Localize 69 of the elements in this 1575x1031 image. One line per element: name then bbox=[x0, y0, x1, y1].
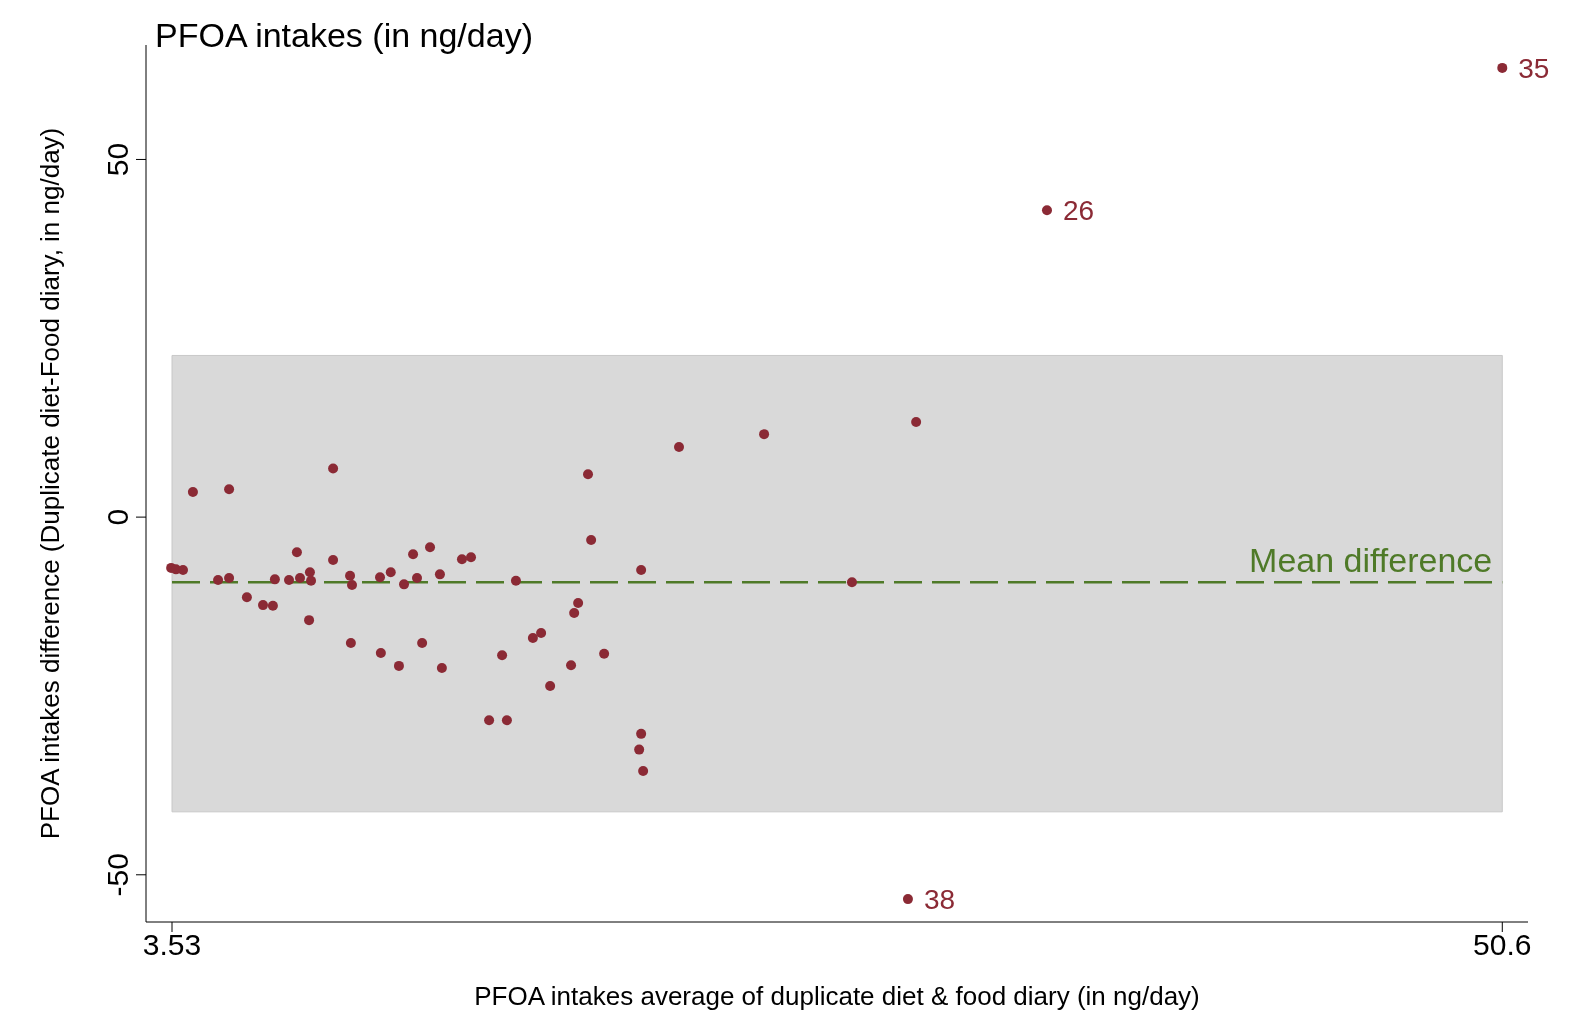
point bbox=[291, 547, 302, 558]
point bbox=[573, 597, 584, 608]
point bbox=[328, 555, 339, 566]
point bbox=[434, 569, 445, 580]
y-tick-label: 0 bbox=[101, 508, 134, 526]
point bbox=[284, 575, 294, 586]
point bbox=[417, 638, 428, 649]
point bbox=[545, 680, 556, 691]
point bbox=[436, 663, 447, 674]
point bbox=[634, 744, 645, 755]
y-tick-label: 50 bbox=[101, 142, 134, 177]
point bbox=[636, 728, 647, 739]
point bbox=[425, 542, 436, 553]
point bbox=[345, 638, 356, 649]
x-tick-label: 3.53 bbox=[142, 928, 202, 962]
point bbox=[267, 600, 278, 611]
point bbox=[258, 600, 268, 611]
point bbox=[566, 660, 577, 671]
point bbox=[306, 575, 317, 586]
y-tick-label: -50 bbox=[101, 853, 134, 897]
point bbox=[295, 572, 306, 583]
annotation: 26 bbox=[1062, 195, 1095, 227]
point bbox=[345, 570, 356, 581]
point bbox=[536, 628, 547, 639]
point bbox=[674, 442, 685, 453]
point bbox=[599, 648, 610, 659]
point bbox=[638, 766, 649, 777]
x-axis-title: PFOA intakes average of duplicate diet & food diary (in ng/day) bbox=[474, 981, 1200, 1011]
point bbox=[497, 650, 508, 661]
point bbox=[224, 484, 235, 495]
point bbox=[347, 580, 358, 591]
ref-line-label: Mean difference bbox=[1249, 541, 1493, 580]
point bbox=[385, 567, 396, 578]
point bbox=[636, 565, 647, 576]
y-axis-title: PFOA intakes difference (Duplicate diet-Food diary, in ng/day) bbox=[35, 127, 66, 840]
point bbox=[586, 535, 597, 546]
point bbox=[241, 592, 252, 603]
annotation: 35 bbox=[1518, 52, 1550, 84]
point bbox=[759, 429, 770, 440]
point bbox=[408, 549, 419, 560]
point bbox=[412, 572, 423, 583]
chart-title: PFOA intakes (in ng/day) bbox=[155, 16, 533, 55]
point bbox=[902, 894, 913, 905]
point bbox=[187, 487, 198, 498]
point bbox=[224, 572, 235, 583]
point bbox=[375, 648, 386, 659]
x-tick-label: 50.6 bbox=[1473, 928, 1532, 962]
annotation: 38 bbox=[923, 884, 956, 916]
point bbox=[527, 633, 538, 644]
point bbox=[399, 579, 410, 590]
point bbox=[1497, 62, 1508, 73]
point bbox=[583, 469, 594, 480]
point bbox=[328, 463, 339, 474]
point bbox=[846, 577, 857, 588]
point bbox=[484, 715, 495, 726]
point bbox=[269, 574, 280, 585]
point bbox=[569, 607, 580, 618]
point bbox=[466, 552, 477, 563]
point bbox=[393, 660, 404, 671]
point bbox=[501, 715, 512, 726]
point bbox=[456, 554, 467, 565]
point bbox=[213, 575, 224, 586]
point bbox=[1041, 205, 1052, 216]
point bbox=[510, 575, 521, 586]
point bbox=[911, 416, 922, 427]
point bbox=[375, 572, 386, 583]
point bbox=[178, 565, 189, 576]
point bbox=[304, 615, 315, 626]
point bbox=[304, 567, 315, 578]
